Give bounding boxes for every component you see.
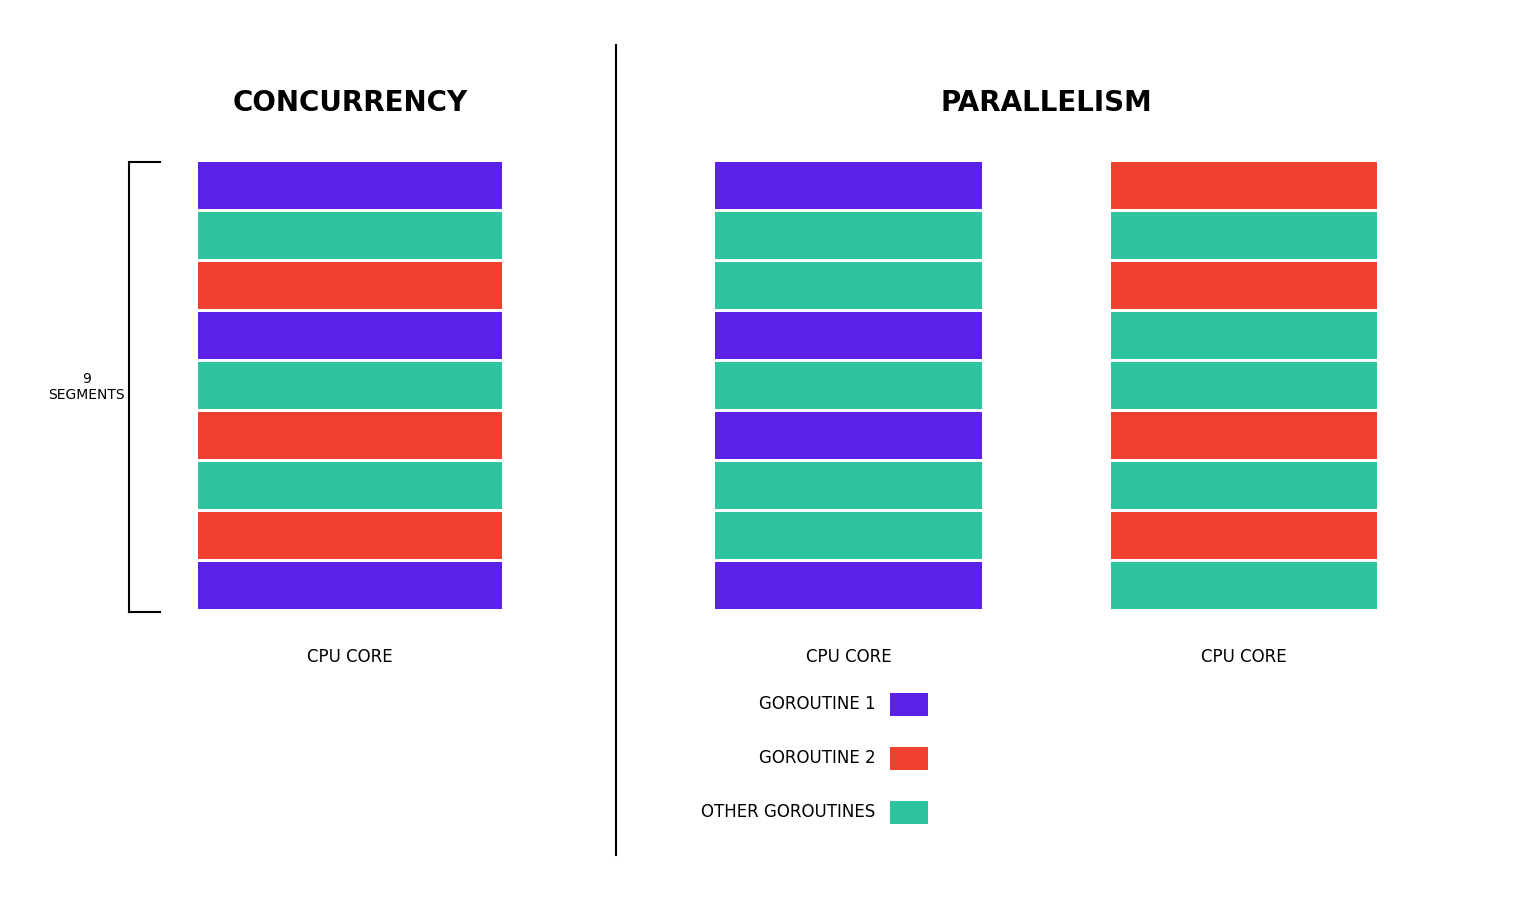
Bar <box>1111 212 1377 259</box>
Text: OTHER GOROUTINES: OTHER GOROUTINES <box>702 804 875 821</box>
Bar <box>715 362 982 410</box>
Bar <box>890 693 928 716</box>
Bar <box>715 562 982 609</box>
Text: GOROUTINE 1: GOROUTINE 1 <box>758 695 875 713</box>
Text: CONCURRENCY: CONCURRENCY <box>233 89 467 117</box>
Bar <box>1111 412 1377 459</box>
Bar <box>198 312 502 359</box>
Bar <box>715 412 982 459</box>
Bar <box>715 462 982 509</box>
Bar <box>1111 312 1377 359</box>
Bar <box>198 162 502 210</box>
Bar <box>1111 262 1377 310</box>
Bar <box>198 512 502 559</box>
Bar <box>715 312 982 359</box>
Text: 9
SEGMENTS: 9 SEGMENTS <box>49 372 125 402</box>
Text: CPU CORE: CPU CORE <box>805 648 892 666</box>
Bar <box>715 512 982 559</box>
Bar <box>715 262 982 310</box>
Bar <box>715 162 982 210</box>
Bar <box>1111 512 1377 559</box>
Bar <box>198 212 502 259</box>
Bar <box>1111 362 1377 410</box>
Text: CPU CORE: CPU CORE <box>307 648 393 666</box>
Bar <box>715 212 982 259</box>
Bar <box>890 747 928 770</box>
Bar <box>198 262 502 310</box>
Bar <box>198 562 502 609</box>
Text: CPU CORE: CPU CORE <box>1201 648 1288 666</box>
Text: PARALLELISM: PARALLELISM <box>941 89 1152 117</box>
Bar <box>1111 562 1377 609</box>
Bar <box>890 801 928 824</box>
Bar <box>1111 162 1377 210</box>
Bar <box>198 412 502 459</box>
Bar <box>1111 462 1377 509</box>
Bar <box>198 462 502 509</box>
Bar <box>198 362 502 410</box>
Text: GOROUTINE 2: GOROUTINE 2 <box>758 749 875 767</box>
